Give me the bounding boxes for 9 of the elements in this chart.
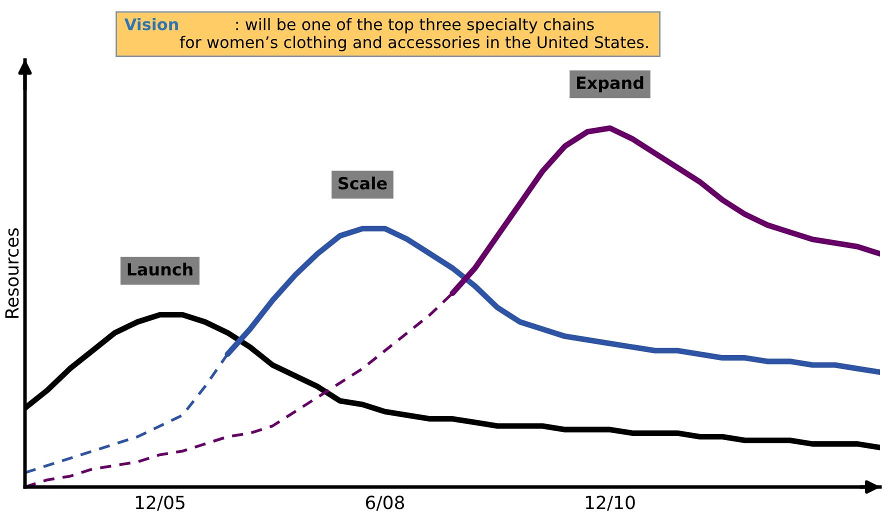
x-tick-label: 12/05	[136, 496, 184, 511]
text: Expand	[576, 76, 644, 92]
chart-subtitle: : will be one of the top three specialty chains for women’s clothing and accessories in the United States.	[180, 18, 648, 52]
x-tick-label: 12/10	[586, 496, 635, 511]
x-tick-label: 6/08	[366, 496, 404, 511]
annotation: Launch	[128, 262, 192, 276]
annotation: Scale	[338, 176, 387, 190]
y-axis-title: Resources	[5, 228, 19, 318]
chart-title: Vision	[124, 18, 178, 30]
